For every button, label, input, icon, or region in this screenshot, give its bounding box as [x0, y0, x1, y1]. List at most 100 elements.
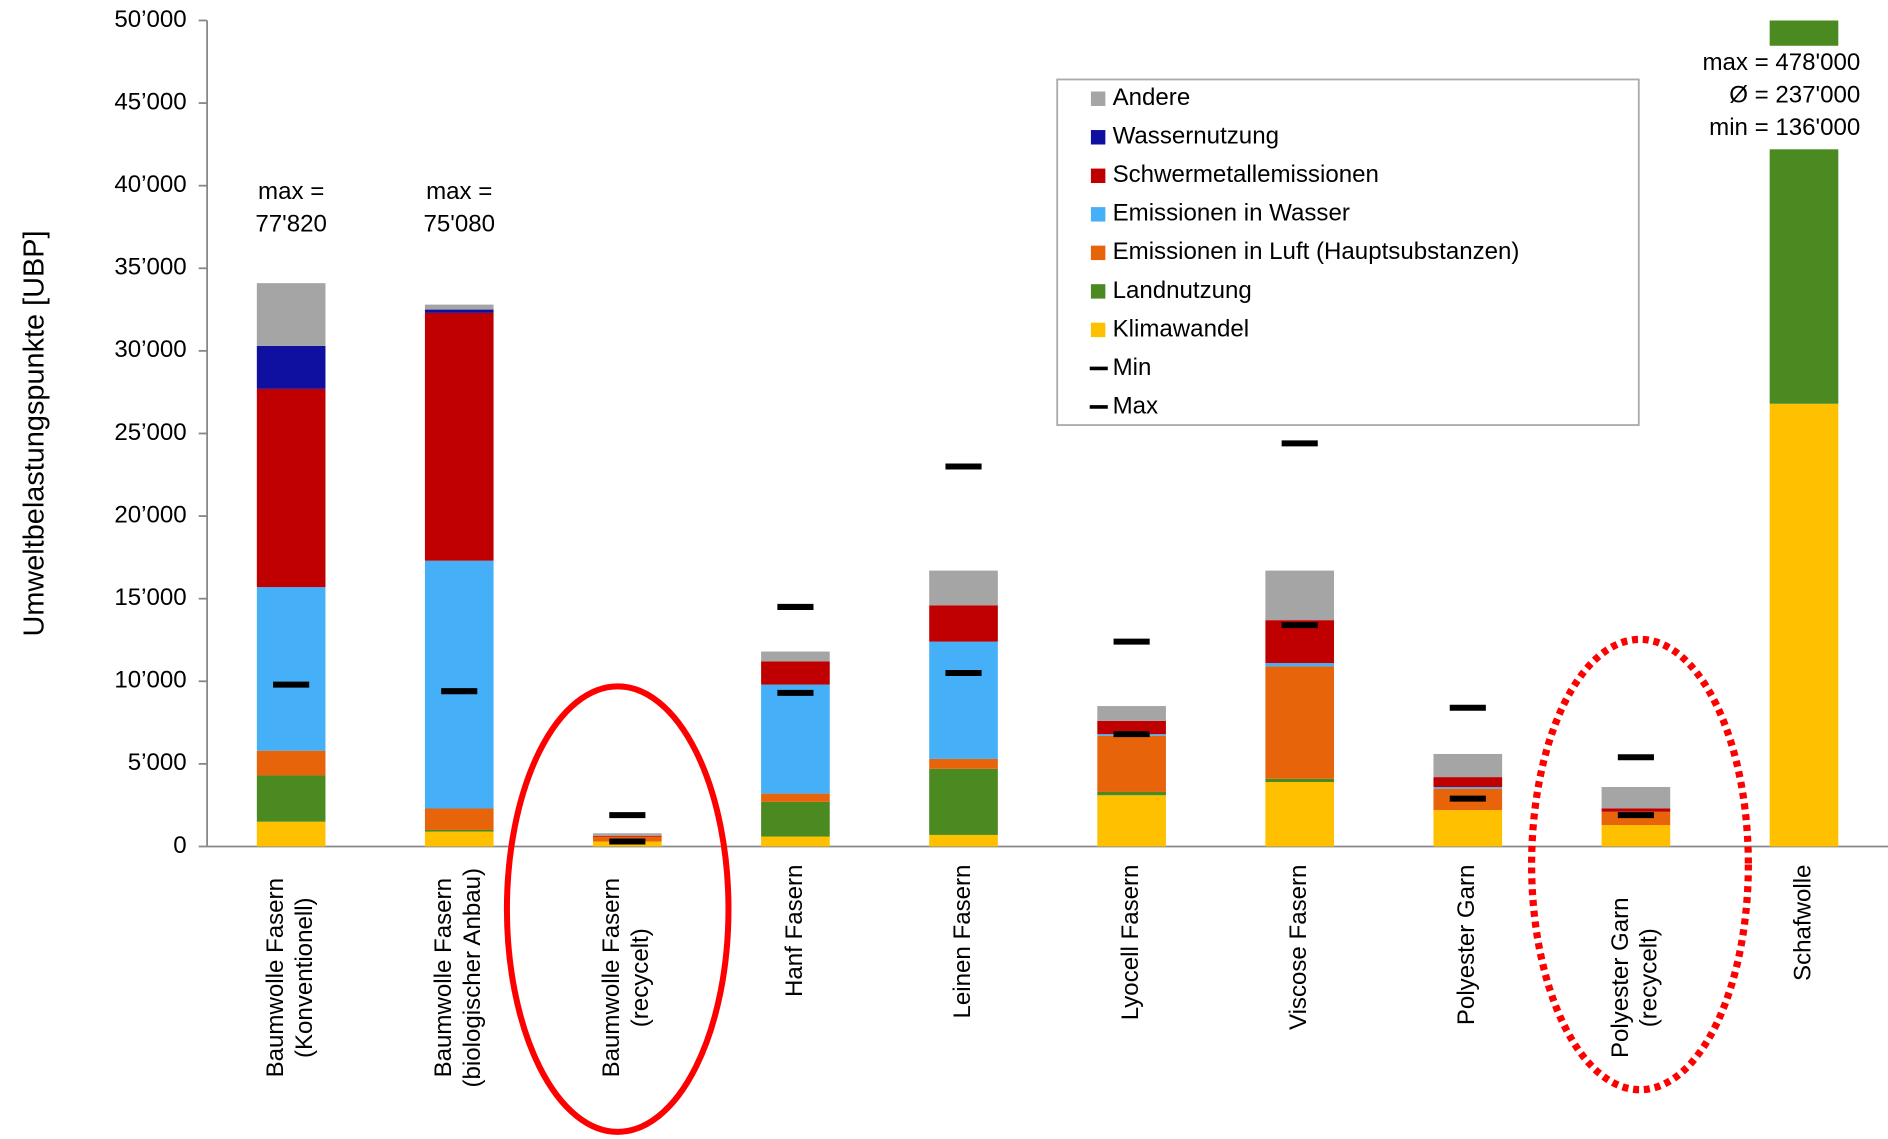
- y-tick-label: 40’000: [114, 171, 186, 198]
- legend-label: Emissionen in Luft (Hauptsubstanzen): [1113, 238, 1520, 265]
- y-tick-label: 10’000: [114, 667, 186, 694]
- y-tick-label: 0: [173, 832, 186, 859]
- bar-segment: [761, 651, 830, 662]
- bar-segment: [1433, 753, 1503, 778]
- root: Umweltbelastungspunkte [UBP] 0 5’000 10’00…: [19, 6, 1888, 1135]
- max-annotation: Ø = 237'000: [1729, 82, 1860, 109]
- bars: [256, 20, 1839, 847]
- bar-segment: [256, 388, 326, 588]
- x-tick-label: Schafwolle: [1789, 865, 1816, 981]
- max-annotation: max =: [426, 178, 492, 205]
- y-tick-label: 20’000: [114, 501, 186, 528]
- legend-label: Emissionen in Wasser: [1113, 200, 1350, 227]
- legend-swatch: [1090, 322, 1106, 338]
- x-tick-label: Hanf Fasern: [781, 865, 808, 998]
- x-tick-label: Leinen Fasern: [949, 865, 976, 1019]
- max-annotation: min = 136'000: [1709, 114, 1860, 141]
- bar-segment: [1097, 735, 1166, 792]
- x-tick-label: (Konventionell): [291, 897, 318, 1058]
- bar-segment: [1433, 777, 1503, 788]
- x-tick-label: Polyester Garn: [1607, 897, 1634, 1058]
- max-annotation: max = 478'000: [1702, 49, 1860, 76]
- x-tick-label: (recycelt): [627, 928, 654, 1027]
- bar-segment: [424, 560, 494, 809]
- bar-segment: [1433, 810, 1503, 847]
- bar-segment: [424, 312, 494, 561]
- bar-segment: [761, 793, 830, 802]
- bar-segment: [1097, 706, 1166, 721]
- legend: [1056, 78, 1640, 426]
- bar-segment: [1097, 791, 1166, 796]
- bar-segment: [256, 750, 326, 776]
- bar-segment: [256, 775, 326, 822]
- highlight-ellipse-dotted: [1528, 635, 1752, 1094]
- bar-segment: [929, 641, 998, 759]
- x-tick-label: Viscose Fasern: [1285, 865, 1312, 1031]
- x-tick-label: Lyocell Fasern: [1117, 865, 1144, 1021]
- bar-segment: [761, 661, 830, 685]
- legend-label: Max: [1113, 392, 1158, 419]
- y-axis-label: Umweltbelastungspunkte [UBP]: [19, 230, 51, 636]
- x-tick-label: Polyester Garn: [1453, 865, 1480, 1026]
- legend-swatch: [1090, 245, 1106, 261]
- bar-segment: [1601, 808, 1671, 812]
- bar-segment: [1097, 720, 1166, 735]
- bar-segment: [1265, 666, 1335, 779]
- bar-segment: [1265, 570, 1335, 621]
- bar-segment: [1769, 403, 1839, 847]
- x-tick-label: Baumwolle Fasern: [598, 878, 625, 1077]
- legend-swatch: [1090, 207, 1106, 222]
- bar-segment: [256, 587, 326, 751]
- legend-label: Wassernutzung: [1113, 123, 1279, 150]
- max-annotation: 77'820: [255, 211, 327, 238]
- bar-segment: [593, 833, 662, 836]
- y-tick-label: 5’000: [128, 749, 187, 776]
- legend-label: Landnutzung: [1113, 277, 1252, 304]
- y-tick-label: 35’000: [114, 254, 186, 281]
- bar-segment: [929, 768, 998, 835]
- y-tick-label: 25’000: [114, 419, 186, 446]
- legend-label: Min: [1113, 354, 1152, 381]
- bar-segment: [424, 309, 494, 313]
- bar-segment: [1265, 778, 1335, 783]
- x-tick-label: (recycelt): [1636, 928, 1663, 1027]
- bar-segment: [424, 829, 494, 832]
- bar-segment: [1433, 787, 1503, 789]
- bar-segment: [761, 836, 830, 847]
- legend-label: Schwermetallemissionen: [1113, 161, 1379, 188]
- bar-segment: [929, 605, 998, 642]
- bar-segment: [1265, 782, 1335, 847]
- bar-segment: [424, 831, 494, 847]
- bar-segment: [761, 684, 830, 794]
- annotation-bg: [1661, 45, 1867, 150]
- x-tick-label: (biologischer Anbau): [459, 868, 486, 1088]
- legend-swatch: [1090, 91, 1106, 106]
- x-tick-label: Baumwolle Fasern: [430, 878, 457, 1077]
- bar-segment: [1601, 787, 1671, 809]
- bar-segment: [1601, 825, 1671, 847]
- bar-segment: [1097, 795, 1166, 847]
- bar-segment: [424, 304, 494, 310]
- bar-segment: [424, 808, 494, 830]
- y-tick-label: 30’000: [114, 336, 186, 363]
- legend-swatch: [1090, 130, 1106, 145]
- legend-swatch: [1090, 284, 1106, 299]
- bar-segment: [1265, 663, 1335, 667]
- highlight-ellipse: [503, 683, 732, 1135]
- bar-segment: [929, 758, 998, 769]
- bar-segment: [761, 801, 830, 837]
- bar-segment: [256, 821, 326, 847]
- y-tick-label: 50’000: [114, 6, 186, 33]
- x-tick-label: Baumwolle Fasern: [262, 878, 289, 1077]
- legend-label: Klimawandel: [1113, 315, 1250, 342]
- max-annotation: 75'080: [423, 211, 495, 238]
- y-tick-label: 45’000: [114, 88, 186, 115]
- bar-segment: [256, 345, 326, 389]
- bar-segment: [256, 283, 326, 346]
- legend-swatch: [1090, 168, 1106, 184]
- bar-segment: [929, 570, 998, 606]
- max-annotation: max =: [258, 178, 324, 205]
- bar-segment: [929, 834, 998, 847]
- legend-label: Andere: [1113, 84, 1191, 111]
